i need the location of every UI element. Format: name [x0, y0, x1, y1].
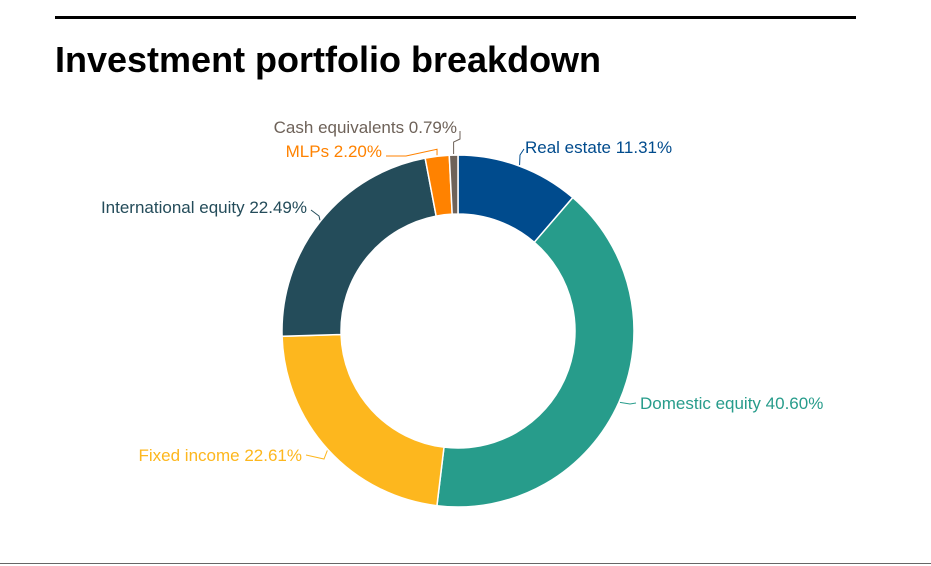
leader-line — [619, 401, 637, 405]
data-label-fixed-income: Fixed income 22.61% — [139, 446, 302, 465]
top-rule — [55, 16, 856, 19]
data-label-international-equity: International equity 22.49% — [101, 198, 307, 217]
slice-international-equity — [281, 157, 438, 338]
slice-fixed-income — [281, 333, 445, 507]
bottom-rule — [0, 563, 931, 564]
slice-cash-equivalents — [448, 154, 459, 215]
leader-line — [519, 148, 525, 166]
slice-domestic-equity — [436, 196, 635, 508]
data-label-domestic-equity: Domestic equity 40.60% — [640, 394, 823, 413]
leader-line — [453, 131, 461, 155]
leader-line — [310, 209, 321, 221]
leader-line — [305, 450, 328, 460]
chart-title: Investment portfolio breakdown — [55, 39, 602, 80]
data-label-mlps: MLPs 2.20% — [286, 142, 382, 161]
leader-line — [386, 148, 438, 157]
data-label-cash-equivalents: Cash equivalents 0.79% — [274, 118, 457, 137]
data-label-real-estate: Real estate 11.31% — [525, 138, 672, 157]
